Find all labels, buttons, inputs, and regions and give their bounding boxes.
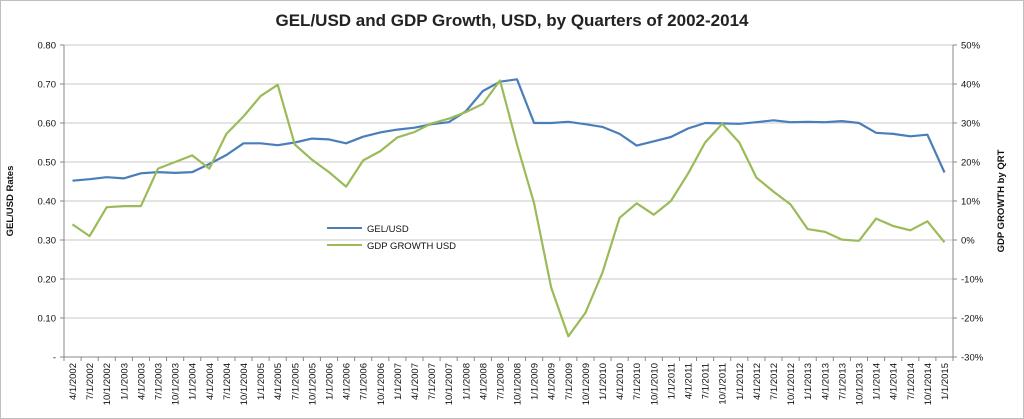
x-tick-label: 1/1/2010 (598, 363, 609, 400)
x-tick-label: 1/1/2012 (735, 363, 746, 400)
legend: GEL/USD GDP GROWTH USD (327, 224, 456, 252)
x-tick-label: 1/1/2005 (256, 363, 267, 400)
x-tick-label: 7/1/2010 (632, 363, 643, 400)
x-tick-label: 1/1/2015 (940, 363, 951, 400)
x-tick-label: 7/1/2014 (906, 363, 917, 400)
x-tick-label: 7/1/2012 (769, 363, 780, 400)
x-tick-label: 10/1/2004 (239, 363, 250, 405)
left-tick-label: 0.30 (38, 236, 57, 247)
legend-label-gdp: GDP GROWTH USD (367, 241, 456, 252)
x-tick-label: 10/1/2013 (854, 363, 865, 405)
x-tick-label: 10/1/2006 (376, 363, 387, 405)
x-tick-label: 4/1/2006 (342, 363, 353, 400)
left-axis-ticks: - 0.10 0.20 0.30 0.40 0.50 0.60 0.70 0.80 (38, 41, 64, 364)
left-tick-label: 0.80 (38, 41, 57, 52)
right-tick-label: -10% (961, 275, 984, 286)
x-tick-label: 10/1/2002 (102, 363, 113, 405)
x-tick-label: 4/1/2008 (478, 363, 489, 400)
x-tick-label: 7/1/2013 (837, 363, 848, 400)
right-axis-label: GDP GROWTH by QRT (996, 149, 1007, 252)
x-axis-ticks: 4/1/2002 7/1/2002 10/1/2002 1/1/2003 4/1/200… (63, 357, 954, 405)
x-tick-label: 4/1/2011 (684, 363, 695, 399)
left-tick-label: 0.10 (38, 314, 57, 325)
left-tick-label: 0.20 (38, 275, 57, 286)
left-tick-label: 0.40 (38, 197, 57, 208)
x-tick-label: 4/1/2009 (547, 363, 558, 400)
chart-title: GEL/USD and GDP Growth, USD, by Quarters… (276, 11, 750, 30)
x-tick-label: 7/1/2004 (222, 363, 233, 400)
x-tick-label: 4/1/2013 (820, 363, 831, 400)
x-tick-label: 1/1/2009 (530, 363, 541, 400)
x-tick-label: 7/1/2003 (154, 363, 165, 400)
series-line-gdp-growth (71, 79, 946, 338)
x-tick-label: 4/1/2003 (136, 363, 147, 400)
x-tick-label: 4/1/2010 (615, 363, 626, 400)
x-tick-label: 10/1/2009 (581, 363, 592, 405)
x-tick-label: 1/1/2004 (188, 363, 199, 400)
x-tick-label: 4/1/2014 (889, 363, 900, 400)
right-tick-label: 10% (961, 197, 981, 208)
x-tick-label: 10/1/2003 (171, 363, 182, 405)
x-tick-label: 7/1/2009 (564, 363, 575, 400)
x-tick-label: 7/1/2008 (495, 363, 506, 400)
legend-label-gelusd: GEL/USD (367, 224, 409, 235)
x-tick-label: 7/1/2002 (85, 363, 96, 400)
x-tick-label: 4/1/2002 (68, 363, 79, 400)
right-axis-ticks: -30% -20% -10% 0% 10% 20% 30% 40% 50% (953, 41, 984, 364)
x-tick-label: 7/1/2007 (427, 363, 438, 400)
x-tick-label: 1/1/2013 (803, 363, 814, 400)
x-tick-label: 1/1/2008 (461, 363, 472, 400)
x-tick-label: 4/1/2012 (752, 363, 763, 400)
x-tick-label: 10/1/2010 (649, 363, 660, 405)
right-tick-label: 40% (961, 80, 981, 91)
x-tick-label: 4/1/2004 (205, 363, 216, 400)
right-tick-label: -20% (961, 314, 984, 325)
x-tick-label: 4/1/2005 (273, 363, 284, 400)
left-tick-label: 0.50 (38, 158, 57, 169)
x-tick-label: 10/1/2014 (923, 363, 934, 405)
x-tick-label: 1/1/2003 (119, 363, 130, 400)
x-tick-label: 7/1/2005 (290, 363, 301, 400)
x-tick-label: 1/1/2007 (393, 363, 404, 400)
x-tick-label: 4/1/2007 (410, 363, 421, 400)
x-tick-label: 10/1/2011 (718, 363, 729, 405)
right-tick-label: 20% (961, 158, 981, 169)
x-tick-label: 10/1/2012 (786, 363, 797, 405)
x-tick-label: 1/1/2011 (666, 363, 677, 399)
left-tick-label: 0.70 (38, 80, 57, 91)
right-tick-label: 30% (961, 119, 981, 130)
right-tick-label: -30% (961, 353, 984, 364)
left-tick-label: 0.60 (38, 119, 57, 130)
x-tick-label: 10/1/2005 (307, 363, 318, 405)
right-tick-label: 0% (961, 236, 975, 247)
x-tick-label: 7/1/2011 (701, 363, 712, 399)
x-tick-label: 1/1/2006 (324, 363, 335, 400)
x-tick-label: 10/1/2007 (444, 363, 455, 405)
x-tick-label: 10/1/2008 (513, 363, 524, 405)
x-tick-label: 1/1/2014 (872, 363, 883, 400)
left-axis-label: GEL/USD Rates (5, 166, 16, 237)
series-lines (71, 78, 946, 338)
left-tick-label: - (53, 353, 56, 364)
series-line-gelusd (72, 78, 946, 182)
right-tick-label: 50% (961, 41, 981, 52)
x-tick-label: 7/1/2006 (359, 363, 370, 400)
